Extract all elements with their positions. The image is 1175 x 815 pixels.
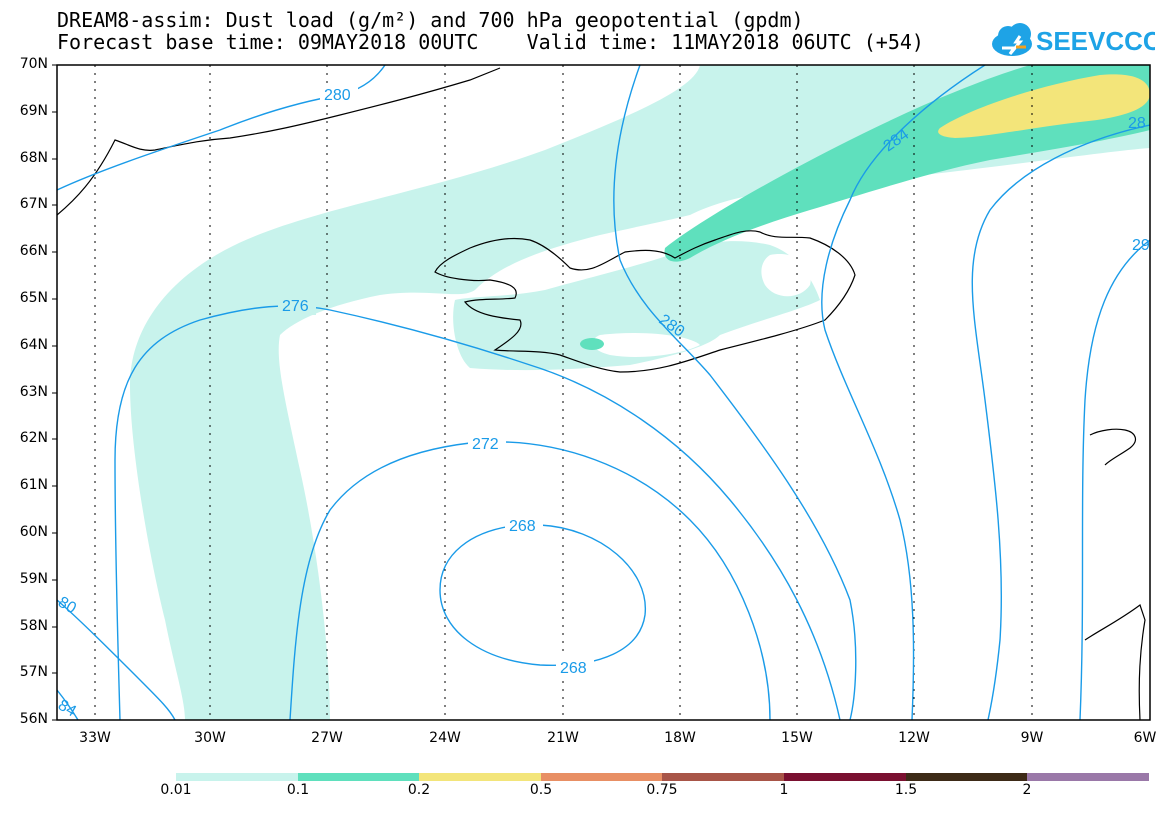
dust-area-low — [130, 65, 1150, 720]
colorbar-tick-label: 0.75 — [646, 782, 678, 798]
lat-label: 65N — [19, 290, 48, 306]
contour-label: 268 — [560, 660, 587, 677]
cloud-icon — [992, 23, 1032, 56]
colorbar-segment — [783, 773, 906, 781]
lon-label: 24W — [429, 730, 461, 746]
title-line-2: Forecast base time: 09MAY2018 00UTC Vali… — [57, 30, 924, 54]
colorbar-tick-label: 0.1 — [286, 782, 310, 798]
title-line-1: DREAM8-assim: Dust load (g/m²) and 700 h… — [57, 8, 804, 32]
lat-label: 62N — [19, 430, 48, 446]
iceland-coast — [434, 230, 856, 373]
colorbar-tick-label: 1.5 — [894, 782, 918, 798]
colorbar-segment — [905, 773, 1028, 781]
colorbar-segment — [662, 773, 784, 781]
lon-label: 6W — [1133, 730, 1157, 746]
greenland-coast — [57, 67, 501, 216]
contour-label: 28 — [1128, 115, 1146, 132]
colorbar-tick-label: 0.01 — [160, 782, 192, 798]
contour-284-sw — [57, 689, 79, 720]
lon-label: 33W — [79, 730, 111, 746]
contour-280-sw — [57, 599, 176, 720]
contour-288 — [971, 124, 1150, 720]
seevccc-logo: SEEVCCC — [992, 23, 1155, 56]
lat-label: 66N — [19, 243, 48, 259]
dust-area-high — [938, 74, 1150, 138]
lat-label: 70N — [19, 56, 48, 72]
coastlines — [57, 67, 1146, 720]
colorbar-segment — [176, 773, 298, 781]
contour-284 — [821, 65, 986, 720]
lon-label: 15W — [781, 730, 813, 746]
logo-text: SEEVCCC — [1036, 26, 1155, 56]
lat-label: 57N — [19, 664, 48, 680]
dust-spot-mid — [580, 338, 604, 350]
graticule — [94, 65, 1033, 720]
contour-280-north — [57, 65, 386, 191]
lon-label: 12W — [898, 730, 930, 746]
contour-292 — [1079, 239, 1150, 720]
lon-label: 30W — [194, 730, 226, 746]
colorbar — [176, 773, 1149, 781]
geopotential-contours — [57, 65, 1150, 720]
lat-label: 56N — [19, 711, 48, 727]
contour-label: 80 — [55, 594, 79, 618]
scotland-coast — [1084, 604, 1146, 720]
contour-label: 272 — [472, 436, 499, 453]
contour-280 — [613, 65, 857, 720]
contour-268 — [439, 524, 646, 667]
colorbar-segment — [419, 773, 541, 781]
lat-label: 67N — [19, 196, 48, 212]
lat-label: 64N — [19, 337, 48, 353]
lat-label: 58N — [19, 618, 48, 634]
colorbar-tick-label: 0.5 — [529, 782, 553, 798]
lat-label: 63N — [19, 384, 48, 400]
colorbar-tick-label: 2 — [1022, 782, 1032, 798]
faroe-coast — [1089, 428, 1137, 466]
lat-label: 60N — [19, 524, 48, 540]
colorbar-segment — [297, 773, 420, 781]
colorbar-segment — [1027, 773, 1149, 781]
colorbar-tick-label: 1 — [779, 782, 789, 798]
contour-276 — [114, 305, 841, 720]
lat-label: 61N — [19, 477, 48, 493]
contour-label: 29 — [1132, 237, 1150, 254]
lat-label: 68N — [19, 150, 48, 166]
colorbar-segment — [540, 773, 663, 781]
lon-label: 9W — [1020, 730, 1044, 746]
lat-label: 69N — [19, 103, 48, 119]
contour-label: 268 — [509, 518, 536, 535]
contour-272 — [289, 441, 771, 720]
contour-label: 84 — [55, 697, 79, 721]
lon-label: 27W — [311, 730, 343, 746]
lat-label: 59N — [19, 571, 48, 587]
lon-label: 21W — [547, 730, 579, 746]
lon-label: 18W — [664, 730, 696, 746]
contour-label: 280 — [324, 87, 351, 104]
contour-label: 276 — [282, 298, 309, 315]
dust-area-iceland — [453, 241, 820, 371]
colorbar-tick-label: 0.2 — [407, 782, 431, 798]
